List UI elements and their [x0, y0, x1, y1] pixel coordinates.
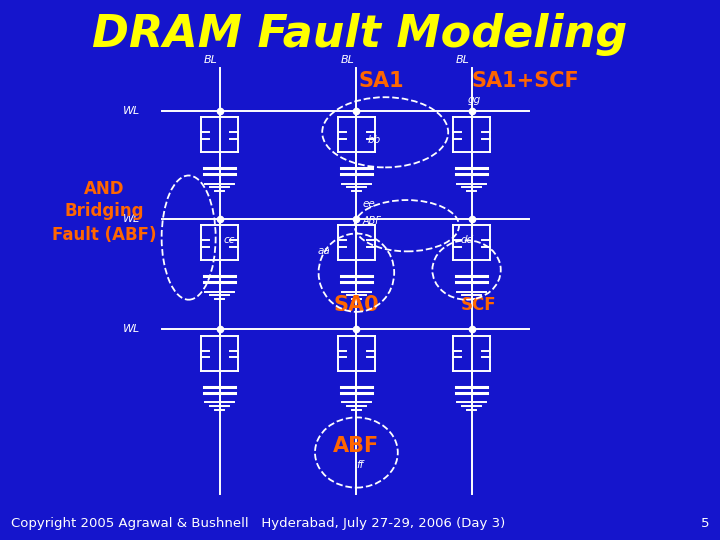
Text: WL: WL — [123, 325, 140, 334]
Text: BL: BL — [341, 55, 355, 65]
Text: WL: WL — [123, 214, 140, 224]
Text: SA1+SCF: SA1+SCF — [472, 71, 580, 91]
Text: 5: 5 — [701, 517, 709, 530]
Text: DRAM Fault Modeling: DRAM Fault Modeling — [92, 14, 628, 57]
Text: BL: BL — [456, 55, 470, 65]
Text: Copyright 2005 Agrawal & Bushnell   Hyderabad, July 27-29, 2006 (Day 3): Copyright 2005 Agrawal & Bushnell Hydera… — [11, 517, 505, 530]
Text: Fault (ABF): Fault (ABF) — [52, 226, 157, 244]
Text: SA0: SA0 — [333, 295, 379, 315]
Text: cc: cc — [223, 235, 235, 245]
Text: SCF: SCF — [461, 296, 497, 314]
Text: ee: ee — [362, 199, 375, 209]
Text: ABF: ABF — [333, 435, 379, 456]
Text: WL: WL — [123, 106, 140, 116]
Text: BL: BL — [204, 55, 218, 65]
Text: gg: gg — [468, 95, 481, 105]
Text: aa: aa — [318, 246, 330, 256]
Text: bb: bb — [367, 136, 380, 145]
Text: ABF: ABF — [362, 216, 381, 226]
Text: Bridging: Bridging — [65, 201, 144, 220]
Text: dd: dd — [461, 235, 474, 245]
Text: AND: AND — [84, 180, 125, 198]
Text: SA1: SA1 — [359, 71, 405, 91]
Text: ff: ff — [356, 460, 364, 470]
